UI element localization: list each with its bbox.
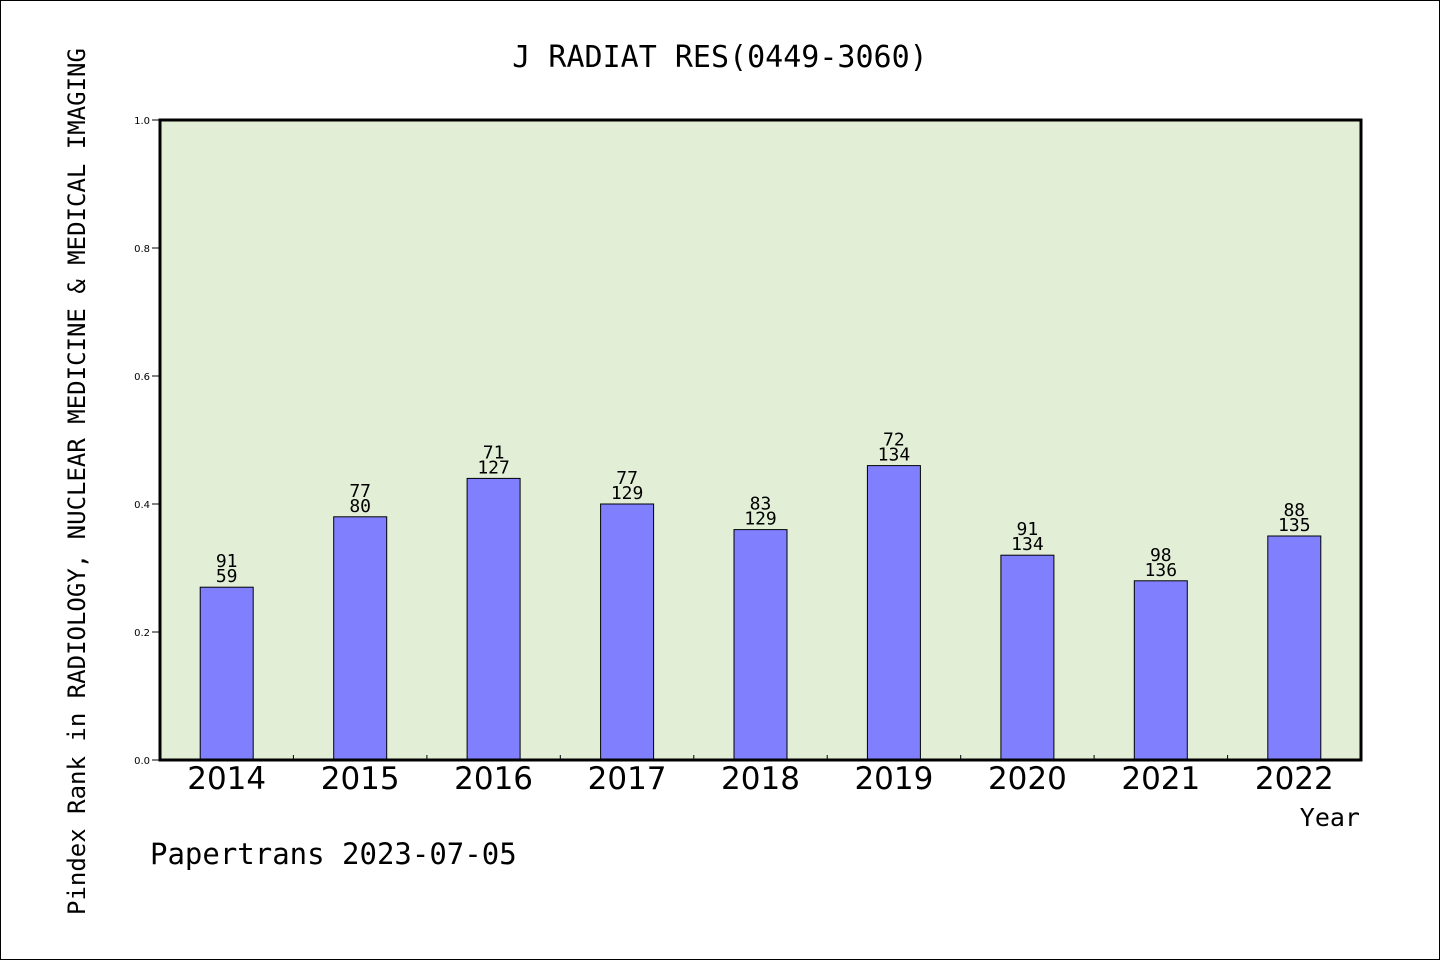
plot-frame xyxy=(158,118,1363,762)
bar-2016 xyxy=(466,477,521,761)
y-tick-label-0.0: 0.0 xyxy=(134,756,150,767)
y-tick-label-0.4: 0.4 xyxy=(134,500,150,511)
y-axis: 0.0 0.2 0.4 0.6 0.8 1.0 xyxy=(134,116,160,767)
bar-label-bottom-2018: 129 xyxy=(744,509,777,530)
x-tick-label-2016: 2016 xyxy=(454,761,533,797)
bar-2014 xyxy=(199,586,254,761)
y-tick-label-0.8: 0.8 xyxy=(134,244,150,255)
bars-group xyxy=(199,465,1322,761)
bar-2020 xyxy=(1000,554,1055,761)
bar-label-top-2017: 77 xyxy=(616,468,638,489)
bar-2022 xyxy=(1267,535,1322,761)
bar-labels-group: 9159778071127771298312972134911349813688… xyxy=(216,430,1311,588)
bar-label-top-2021: 98 xyxy=(1150,545,1172,566)
bar-label-top-2016: 71 xyxy=(483,442,505,463)
bar-label-top-2020: 91 xyxy=(1017,519,1039,540)
x-tick-label-2015: 2015 xyxy=(321,761,400,797)
bar-label-bottom-2021: 136 xyxy=(1145,560,1178,581)
bar-2017 xyxy=(600,503,655,761)
x-tick-label-2014: 2014 xyxy=(187,761,266,797)
y-axis-label: Pindex Rank in RADIOLOGY, NUCLEAR MEDICI… xyxy=(63,48,91,915)
bar-label-bottom-2019: 134 xyxy=(878,445,911,466)
y-tick-label-1.0: 1.0 xyxy=(134,116,150,127)
bar-2021 xyxy=(1133,580,1188,761)
bar-2018 xyxy=(733,529,788,761)
bar-label-bottom-2016: 127 xyxy=(477,457,510,478)
bar-label-top-2015: 77 xyxy=(349,481,371,502)
x-tick-label-2022: 2022 xyxy=(1255,761,1334,797)
x-tick-label-2020: 2020 xyxy=(988,761,1067,797)
bar-label-top-2014: 91 xyxy=(216,551,238,572)
bar-label-bottom-2017: 129 xyxy=(611,483,644,504)
x-axis-label: Year xyxy=(1300,803,1360,832)
bar-2019 xyxy=(866,465,921,761)
bar-label-top-2018: 83 xyxy=(750,494,772,515)
bar-2015 xyxy=(333,516,388,761)
y-tick-label-0.2: 0.2 xyxy=(134,628,150,639)
footer-credit: Papertrans 2023-07-05 xyxy=(150,837,517,871)
x-tick-label-2017: 2017 xyxy=(588,761,667,797)
y-tick-label-0.6: 0.6 xyxy=(134,372,150,383)
bar-label-top-2019: 72 xyxy=(883,430,905,451)
bar-label-bottom-2022: 135 xyxy=(1278,515,1311,536)
x-axis: 2014 2015 2016 2017 2018 2019 2020 2021 2022 xyxy=(187,755,1334,797)
bar-label-bottom-2020: 134 xyxy=(1011,534,1044,555)
chart-title: J RADIAT RES(0449-3060) xyxy=(512,40,927,75)
x-tick-label-2019: 2019 xyxy=(854,761,933,797)
bar-label-top-2022: 88 xyxy=(1283,500,1305,521)
x-tick-label-2021: 2021 xyxy=(1121,761,1200,797)
bar-label-bottom-2014: 59 xyxy=(216,566,238,587)
x-tick-label-2018: 2018 xyxy=(721,761,800,797)
bar-label-bottom-2015: 80 xyxy=(349,496,371,517)
